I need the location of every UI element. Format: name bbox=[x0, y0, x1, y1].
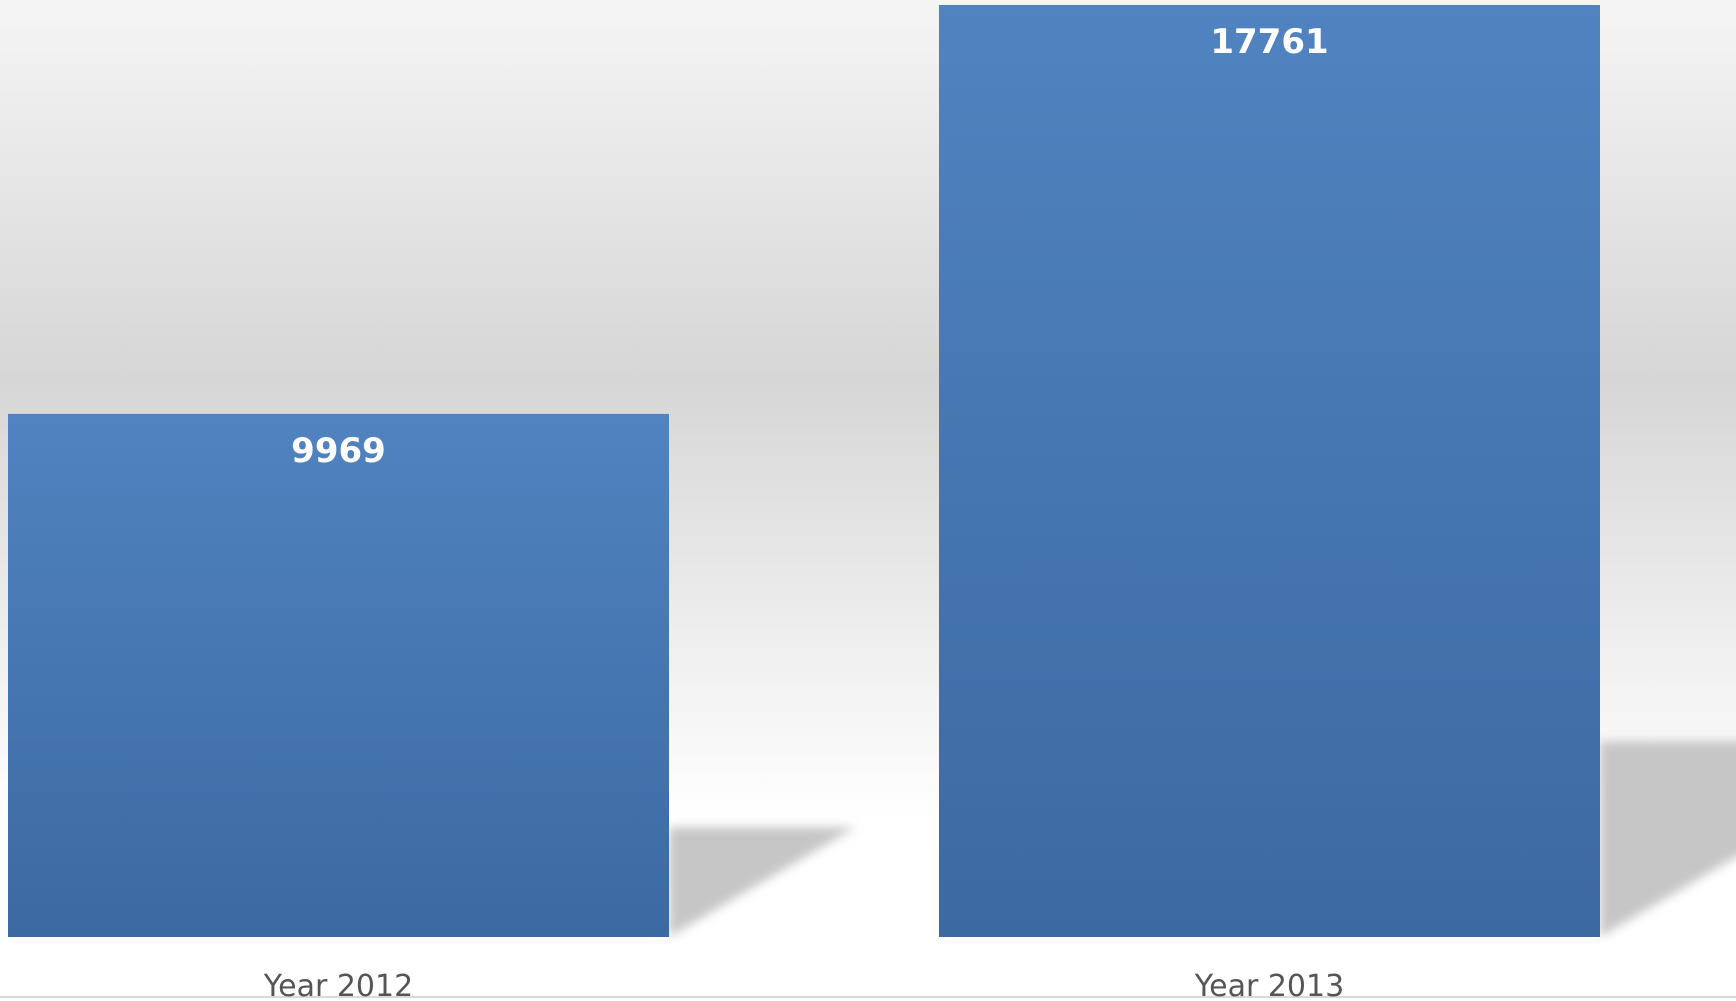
bars bbox=[8, 5, 1600, 937]
bar-2 bbox=[939, 5, 1600, 937]
data-label-2: 17761 bbox=[1210, 22, 1328, 62]
bar-shadows bbox=[669, 741, 1736, 937]
bar-1 bbox=[8, 413, 669, 937]
category-label-2: Year 2013 bbox=[1194, 969, 1344, 1001]
data-label-1: 9969 bbox=[291, 431, 386, 471]
category-axis-labels: Year 2012 Year 2013 bbox=[263, 969, 1344, 1001]
category-label-1: Year 2012 bbox=[263, 969, 413, 1001]
bar-shadow bbox=[1600, 741, 1736, 937]
bar-shadow bbox=[669, 827, 856, 937]
data-labels: 9969 17761 bbox=[291, 22, 1328, 471]
